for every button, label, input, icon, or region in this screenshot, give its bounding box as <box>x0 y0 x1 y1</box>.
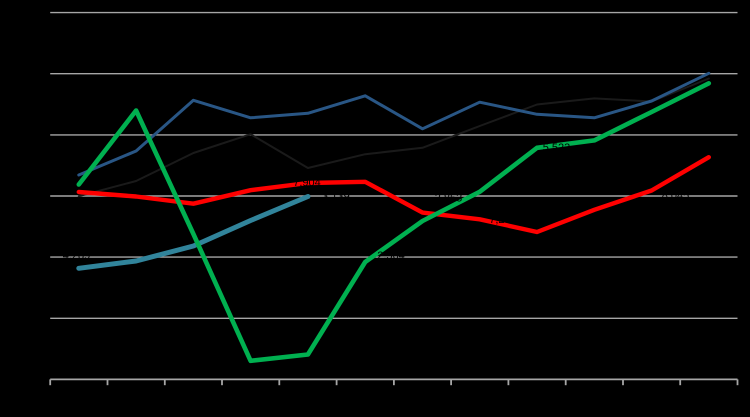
svg-text:3,139: 3,139 <box>322 191 350 203</box>
svg-text:8,045: 8,045 <box>662 190 690 202</box>
svg-text:7,266: 7,266 <box>489 214 517 226</box>
svg-text:4,289: 4,289 <box>63 250 91 262</box>
svg-text:3,853: 3,853 <box>435 193 463 205</box>
svg-text:2,564: 2,564 <box>377 250 405 262</box>
svg-text:5,523: 5,523 <box>543 142 571 154</box>
svg-text:7,904: 7,904 <box>293 177 321 189</box>
